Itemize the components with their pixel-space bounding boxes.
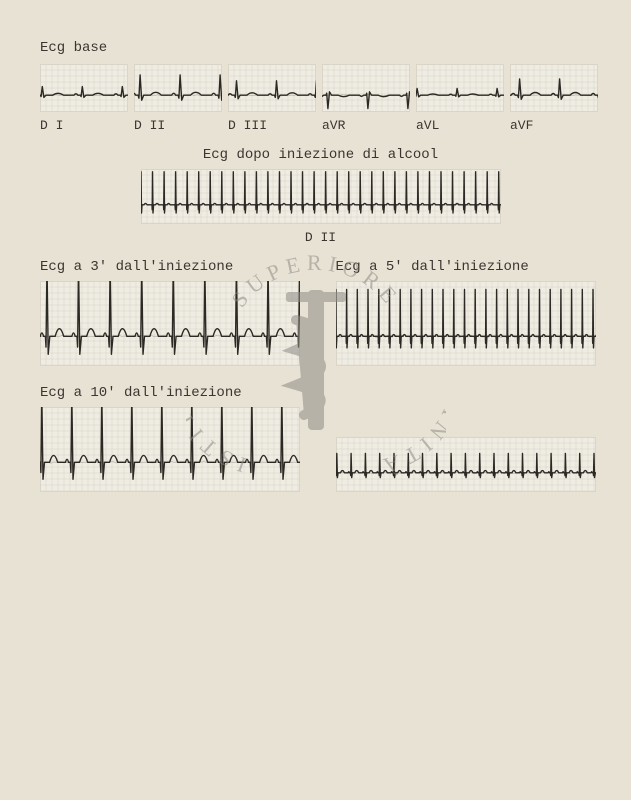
lead-label: D III [228, 118, 267, 133]
ecg-strip-base [510, 64, 598, 112]
ecg-strip-base [228, 64, 316, 112]
base-lead-column: aVF [510, 64, 598, 133]
document-page: Ecg base D I D II D III aVR aVL aVF Ecg dopo … [0, 0, 631, 800]
ecg-strip-3min [40, 281, 300, 366]
ecg-strip-10min-right [336, 437, 596, 492]
lead-label: aVF [510, 118, 533, 133]
caption-5min: Ecg a 5' dall'iniezione [336, 259, 602, 275]
lead-label-after-injection: D II [305, 230, 336, 245]
ecg-strip-base [40, 64, 128, 112]
ecg-strip-5min [336, 281, 596, 366]
lead-label: aVR [322, 118, 345, 133]
base-lead-column: D III [228, 64, 316, 133]
ecg-strip-base [134, 64, 222, 112]
ecg-strip-10min-left [40, 407, 300, 492]
ecg-strip-base [416, 64, 504, 112]
lead-label: D I [40, 118, 63, 133]
lead-label: aVL [416, 118, 439, 133]
caption-10min: Ecg a 10' dall'iniezione [40, 385, 601, 401]
base-lead-row: D I D II D III aVR aVL aVF [40, 64, 601, 133]
caption-3min: Ecg a 3' dall'iniezione [40, 259, 306, 275]
section-title-base: Ecg base [40, 40, 601, 56]
lead-label: D II [134, 118, 165, 133]
caption-after-injection: Ecg dopo iniezione di alcool [40, 147, 601, 163]
base-lead-column: aVL [416, 64, 504, 133]
base-lead-column: aVR [322, 64, 410, 133]
ecg-strip-after-injection [141, 169, 501, 224]
base-lead-column: D I [40, 64, 128, 133]
ecg-strip-base [322, 64, 410, 112]
base-lead-column: D II [134, 64, 222, 133]
